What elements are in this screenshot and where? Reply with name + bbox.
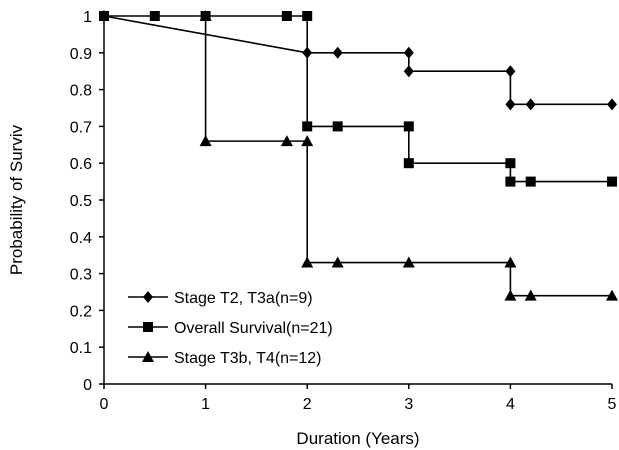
y-tick-label: 0.1 [70,340,92,357]
data-point-square [403,121,414,132]
series-triangle [199,10,618,301]
data-point-diamond [525,98,536,111]
data-point-triangle [301,135,314,147]
series-line [104,15,612,183]
data-point-diamond [505,98,516,111]
series-square [99,11,617,187]
data-point-square [607,176,617,187]
legend-item: Stage T3b, T4(n=12) [128,350,322,367]
y-tick-label: 0.4 [70,230,92,247]
data-point-square [302,11,313,21]
data-point-triangle [524,289,537,301]
data-point-triangle [331,256,344,268]
data-point-diamond [403,46,414,59]
data-point-triangle [301,256,314,268]
series-layer [99,10,618,301]
legend-item: Stage T2, T3a(n=9) [128,290,313,307]
legend-label: Stage T2, T3a(n=9) [174,290,313,307]
legend-item: Overall Survival(n=21) [128,320,333,337]
y-tick-label: 1 [83,9,92,26]
legend-label: Stage T3b, T4(n=12) [174,350,322,367]
y-tick-label: 0.9 [70,46,92,63]
x-tick-label: 0 [100,396,109,413]
series-line [103,15,612,106]
y-tick-label: 0.3 [70,267,92,284]
data-point-triangle [280,135,293,147]
y-tick-label: 0.7 [70,119,92,136]
x-tick-label: 2 [303,396,312,413]
data-point-diamond [505,65,516,78]
x-tick-label: 3 [404,396,413,413]
data-point-triangle [504,256,517,268]
data-point-triangle [199,10,212,21]
legend-marker-triangle [142,351,154,362]
data-point-square [505,158,516,169]
data-point-triangle [199,135,212,147]
data-point-triangle [504,289,517,301]
data-point-square [302,121,313,132]
axes: 0 1 2 3 4 5 0 0.1 0.2 0.3 0.4 0.5 0.6 0.7 0.8 0.9 1 [70,9,617,413]
data-point-diamond [403,65,414,78]
x-tick-label: 4 [506,396,515,413]
data-point-diamond [607,98,617,111]
data-point-square [332,121,343,132]
data-point-triangle [606,289,618,301]
data-point-square [525,176,536,187]
y-tick-label: 0.8 [70,83,92,100]
x-ticks: 0 1 2 3 4 5 [100,384,617,413]
data-point-diamond [332,46,343,59]
x-axis-title: Duration (Years) [296,429,419,448]
legend-marker-square [143,322,153,332]
x-tick-label: 5 [608,396,617,413]
y-tick-label: 0 [83,377,92,394]
data-point-square [281,11,292,21]
legend-marker-diamond [143,291,153,303]
y-tick-label: 0.6 [70,156,92,173]
data-point-square [403,158,414,169]
y-axis-title: Probability of Surviv [7,124,26,275]
y-tick-label: 0.5 [70,193,92,210]
data-point-square [149,11,160,21]
data-point-square [505,176,516,187]
data-point-square [99,11,109,21]
data-point-triangle [402,256,415,268]
y-tick-label: 0.2 [70,303,92,320]
legend-label: Overall Survival(n=21) [174,320,333,337]
y-ticks: 0 0.1 0.2 0.3 0.4 0.5 0.6 0.7 0.8 0.9 1 [70,9,104,394]
x-tick-label: 1 [201,396,210,413]
series-diamond [99,10,617,111]
legend: Stage T2, T3a(n=9) Overall Survival(n=21)… [128,290,333,367]
